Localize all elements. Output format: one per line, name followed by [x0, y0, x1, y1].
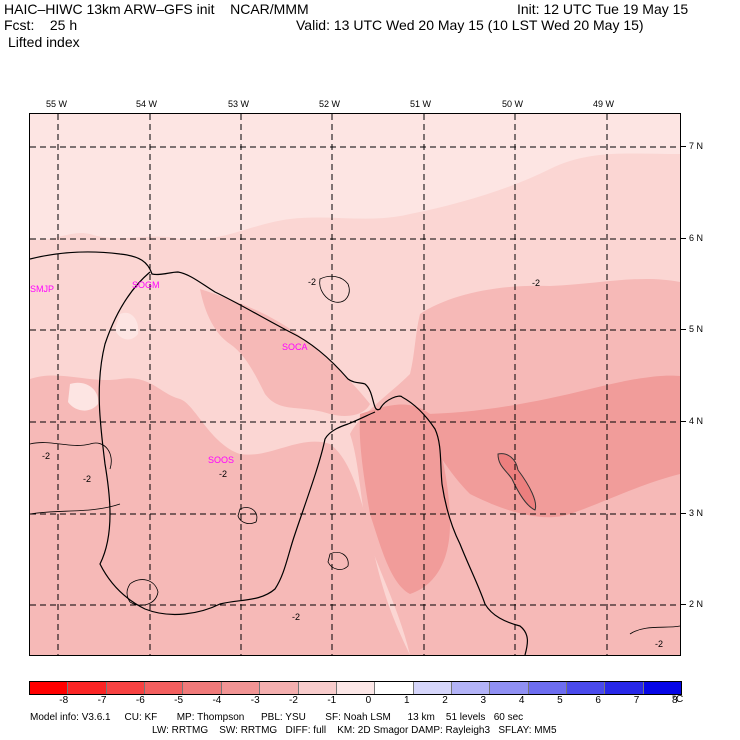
colorbar-tick-label: -6 [135, 695, 145, 706]
colorbar-swatch [490, 682, 529, 694]
model-info-line1: Model info: V3.6.1 CU: KF MP: Thompson P… [30, 712, 524, 723]
lat-label: 7 N [689, 141, 704, 151]
colorbar-swatch [567, 682, 606, 694]
colorbar-tick-label: 3 [480, 695, 487, 706]
station-label: SOCA [282, 342, 308, 352]
valid-time: Valid: 13 UTC Wed 20 May 15 (10 LST Wed … [296, 17, 644, 33]
forecast-hour: Fcst: 25 h [4, 17, 78, 33]
shading-medium-coast [200, 289, 370, 416]
lon-label: 50 W [502, 99, 524, 109]
graticule [30, 114, 680, 655]
colorbar-swatch [145, 682, 184, 694]
colorbar-swatch [375, 682, 414, 694]
colorbar-swatch [221, 682, 261, 694]
lat-label: 5 N [689, 324, 704, 334]
lat-label: 2 N [689, 599, 704, 609]
lat-label: 6 N [689, 233, 704, 243]
colorbar-swatch [451, 682, 491, 694]
colorbar-swatch [183, 682, 222, 694]
lat-tick [680, 604, 686, 605]
colorbar-tick-label: 6 [595, 695, 601, 706]
colorbar-tick-label: -1 [327, 695, 337, 706]
stations: SMJP SOGM SOCA SOOS [30, 280, 308, 465]
shading-dark-east [420, 375, 680, 518]
colorbar-tick-label: -7 [97, 695, 107, 706]
colorbar-tick-label: -3 [250, 695, 260, 706]
colorbar-swatch [106, 682, 146, 694]
colorbar-tick-label: 0 [365, 695, 372, 706]
colorbar-tick-label: -4 [212, 695, 222, 706]
map-canvas: SMJP SOGM SOCA SOOS -2 -2 -2 -2 -2 -2 -2 [30, 114, 680, 655]
contour-label: -2 [292, 612, 300, 622]
shading-spot [115, 312, 139, 340]
colorbar-swatch [413, 682, 452, 694]
colorbar-swatch [68, 682, 107, 694]
init-time: Init: 12 UTC Tue 19 May 15 [517, 1, 689, 17]
colorbar-tick-label: 7 [633, 695, 640, 706]
lon-label: 55 W [46, 99, 68, 109]
shading-spot [68, 382, 99, 411]
colorbar-swatch [336, 682, 376, 694]
colorbar-swatch [30, 682, 69, 694]
colorbar [29, 681, 682, 695]
colorbar-swatch [643, 682, 682, 694]
shading-dark-core [359, 404, 450, 594]
lat-tick [680, 513, 686, 514]
shading-lighter [30, 114, 680, 241]
contour-label: -2 [532, 278, 540, 288]
field-name: Lifted index [8, 34, 80, 50]
shading-darkest [497, 453, 537, 511]
colorbar-tick-label: -5 [174, 695, 184, 706]
lon-label: 49 W [593, 99, 615, 109]
colorbar-swatch [605, 682, 644, 694]
colorbar-swatch [298, 682, 337, 694]
colorbar-tick-label: -2 [289, 695, 298, 706]
colorbar-unit: °C [672, 694, 684, 705]
model-title: HAIC–HIWC 13km ARW–GFS init NCAR/MMM [4, 1, 309, 17]
lat-tick [680, 146, 686, 147]
contour-label: -2 [83, 474, 91, 484]
lat-label: 3 N [689, 508, 704, 518]
colorbar-tick-label: 4 [518, 695, 525, 706]
model-info-line2: LW: RRTMG SW: RRTMG DIFF: full KM: 2D Sm… [152, 725, 557, 736]
contours [30, 275, 680, 635]
colorbar-tick-label: 2 [442, 695, 448, 706]
lat-tick [680, 238, 686, 239]
contour-values: -2 -2 -2 -2 -2 -2 -2 [42, 277, 663, 649]
contour-label: -2 [308, 277, 316, 287]
lat-tick [680, 329, 686, 330]
colorbar-tick-label: 8 [672, 695, 678, 706]
map-panel[interactable]: SMJP SOGM SOCA SOOS -2 -2 -2 -2 -2 -2 -2 [29, 113, 681, 656]
lon-label: 51 W [410, 99, 432, 109]
colorbar-tick-label: 5 [557, 695, 563, 706]
lat-tick [680, 421, 686, 422]
contour-label: -2 [42, 451, 50, 461]
lat-label: 4 N [689, 416, 704, 426]
colorbar-labels: -8 -7 -6 -5 -4 -3 -2 -1 0 1 2 3 4 5 6 7 8 [29, 695, 680, 707]
contour-label: -2 [219, 469, 227, 479]
coastline-borders [30, 251, 528, 655]
station-label: SOGM [132, 280, 160, 290]
contour-label: -2 [655, 639, 663, 649]
lon-label: 52 W [319, 99, 341, 109]
lon-label: 54 W [136, 99, 158, 109]
colorbar-tick-label: -8 [59, 695, 69, 706]
colorbar-tick-label: 1 [403, 695, 410, 706]
station-label: SMJP [30, 284, 54, 294]
shading-medium-west [30, 375, 410, 655]
lon-label: 53 W [228, 99, 250, 109]
station-label: SOOS [208, 455, 234, 465]
colorbar-swatch [260, 682, 299, 694]
colorbar-swatch [528, 682, 568, 694]
